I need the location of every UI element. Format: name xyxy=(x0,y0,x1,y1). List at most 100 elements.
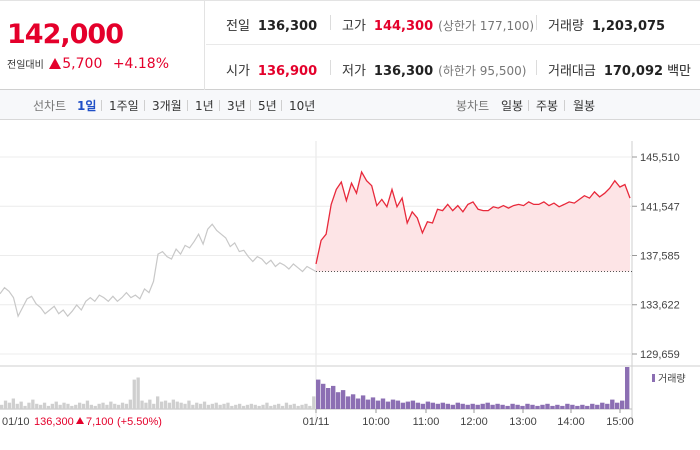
volume-bar-today xyxy=(495,403,500,410)
prev-day-line xyxy=(0,223,317,318)
x-tick-label: 11:00 xyxy=(413,416,440,428)
volume-bar-prev xyxy=(144,402,148,409)
volume-bar-prev xyxy=(66,403,70,410)
x-tick-label: 01/11 xyxy=(303,416,330,428)
range-tab-1w[interactable]: 1주일 xyxy=(109,99,139,113)
stats-row-1: 전일 136,300 고가 144,300 (상한가 177,100) 거래량 1,20… xyxy=(206,1,700,45)
volume-bar-prev xyxy=(11,398,15,409)
y-tick-label: 141,547 xyxy=(640,201,680,213)
stat-value: 170,092 xyxy=(603,64,664,79)
volume-bar-prev xyxy=(187,400,191,409)
divider xyxy=(281,100,282,111)
y-tick-label: 133,622 xyxy=(640,300,680,312)
up-triangle-icon xyxy=(49,58,62,69)
divider xyxy=(219,100,220,111)
candle-tab-daily[interactable]: 일봉 xyxy=(501,99,524,113)
range-tab-3y[interactable]: 3년 xyxy=(227,99,246,113)
volume-bar-prev xyxy=(132,379,136,409)
prev-day-change-pct: (+5.50%) xyxy=(117,416,162,428)
volume-bar-today xyxy=(625,367,630,409)
volume-bar-prev xyxy=(113,403,117,410)
divider xyxy=(330,15,331,30)
volume-bar-today xyxy=(375,400,381,409)
volume-bar-today xyxy=(455,402,460,409)
volume-bar-today xyxy=(355,398,361,409)
prev-day-close: 136,300 xyxy=(34,416,74,428)
volume-bar-prev xyxy=(120,402,125,409)
stat-low: 저가 136,300 (하한가 95,500) xyxy=(342,60,526,79)
change-value: 5,700 xyxy=(62,56,103,72)
volume-bar-today xyxy=(485,402,490,409)
volume-bar-today xyxy=(555,404,560,409)
volume-bar-today xyxy=(440,402,445,409)
volume-bar-prev xyxy=(171,399,175,410)
range-tab-1y[interactable]: 1년 xyxy=(195,99,214,113)
price-box: 142,000 전일대비 5,700 +4.18% xyxy=(0,1,205,90)
range-tab-10y[interactable]: 10년 xyxy=(289,99,316,113)
volume-bar-prev xyxy=(156,396,160,409)
volume-bar-prev xyxy=(245,404,250,409)
volume-bar-prev xyxy=(296,405,300,409)
volume-bar-prev xyxy=(230,405,234,409)
candle-tab-monthly[interactable]: 월봉 xyxy=(573,99,596,113)
range-tab-3m[interactable]: 3개월 xyxy=(152,99,182,113)
volume-bar-prev xyxy=(284,402,289,409)
volume-bar-today xyxy=(480,403,485,410)
stat-label: 고가 xyxy=(342,19,366,34)
volume-bar-prev xyxy=(195,402,199,409)
stat-label: 거래량 xyxy=(548,19,584,34)
divider xyxy=(528,100,529,111)
volume-bar-prev xyxy=(160,401,164,409)
volume-bar-prev xyxy=(202,401,207,409)
volume-bar-today xyxy=(335,392,341,409)
volume-bar-prev xyxy=(269,405,273,409)
volume-bar-prev xyxy=(163,400,168,409)
volume-bar-today xyxy=(331,385,336,409)
volume-bar-prev xyxy=(175,401,179,409)
range-tab-1d[interactable]: 1일 xyxy=(77,99,97,113)
divider xyxy=(187,100,188,111)
quote-stats: 전일 136,300 고가 144,300 (상한가 177,100) 거래량 1,20… xyxy=(206,1,700,90)
stat-trade-value: 거래대금 170,092 백만 xyxy=(548,60,691,79)
volume-bar-prev xyxy=(312,396,316,409)
volume-bar-prev xyxy=(218,404,222,409)
volume-bar-prev xyxy=(124,403,129,410)
volume-bar-today xyxy=(550,405,555,409)
volume-bar-today xyxy=(570,404,575,409)
volume-bar-today xyxy=(425,401,431,409)
price-series xyxy=(0,170,632,318)
volume-bar-today xyxy=(365,399,371,410)
range-tab-5y[interactable]: 5년 xyxy=(258,99,277,113)
volume-bar-today xyxy=(400,402,406,409)
change-percent: +4.18% xyxy=(112,56,170,72)
volume-bar-prev xyxy=(249,403,253,410)
volume-bar-today xyxy=(445,403,450,410)
volume-bar-prev xyxy=(27,402,31,409)
candle-chart-label: 봉차트 xyxy=(456,99,490,113)
y-tick-label: 137,585 xyxy=(640,250,680,262)
price-chart[interactable]: 145,510 141,547 137,585 133,622 129,659 거래량 01… xyxy=(0,121,700,450)
volume-bar-today xyxy=(430,402,435,409)
volume-bar-today xyxy=(585,405,590,409)
divider xyxy=(536,60,537,75)
volume-bar-prev xyxy=(277,403,281,410)
volume-bar-today xyxy=(465,404,470,409)
volume-bar-prev xyxy=(241,405,246,409)
today-line xyxy=(315,170,631,265)
volume-bar-today xyxy=(340,390,346,409)
volume-bar-prev xyxy=(50,403,54,410)
volume-bar-today xyxy=(600,402,605,409)
volume-bar-today xyxy=(615,402,620,409)
volume-bar-prev xyxy=(109,401,113,409)
volume-bar-today xyxy=(620,400,625,409)
volume-bar-today xyxy=(490,404,495,409)
volume-bars xyxy=(0,367,630,410)
volume-bar-prev xyxy=(288,404,292,409)
volume-bar-today xyxy=(515,404,520,409)
volume-bar-today xyxy=(580,404,585,409)
volume-bar-prev xyxy=(74,404,78,409)
volume-bar-prev xyxy=(148,399,152,410)
volume-bar-today xyxy=(420,403,426,410)
volume-bar-prev xyxy=(152,403,156,410)
candle-tab-weekly[interactable]: 주봉 xyxy=(536,99,559,113)
